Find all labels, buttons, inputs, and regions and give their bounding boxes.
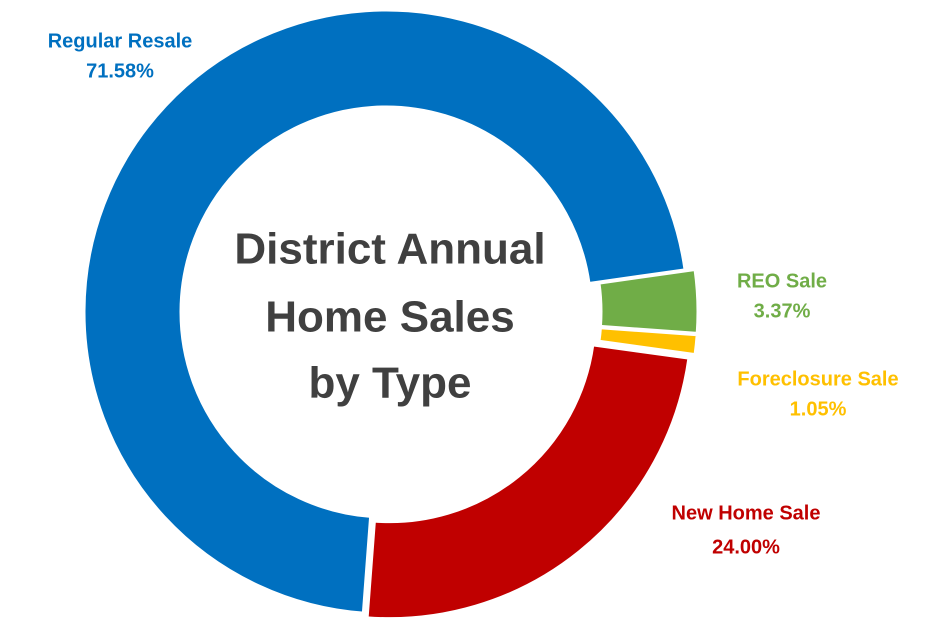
slice-label: New Home Sale	[672, 502, 821, 524]
slice-label: REO Sale	[737, 270, 827, 292]
chart-title: by Type	[308, 359, 471, 408]
slice-value-label: 1.05%	[790, 398, 847, 420]
slice-label: Regular Resale	[48, 30, 193, 52]
slice-value-label: 71.58%	[86, 60, 154, 82]
donut-slice	[82, 8, 687, 615]
chart-title: Home Sales	[265, 293, 514, 342]
slice-value-label: 3.37%	[754, 300, 811, 322]
slice-value-label: 24.00%	[712, 536, 780, 558]
donut-slice	[597, 326, 699, 357]
chart-title: District Annual	[234, 225, 545, 274]
slice-label: Foreclosure Sale	[737, 368, 898, 390]
